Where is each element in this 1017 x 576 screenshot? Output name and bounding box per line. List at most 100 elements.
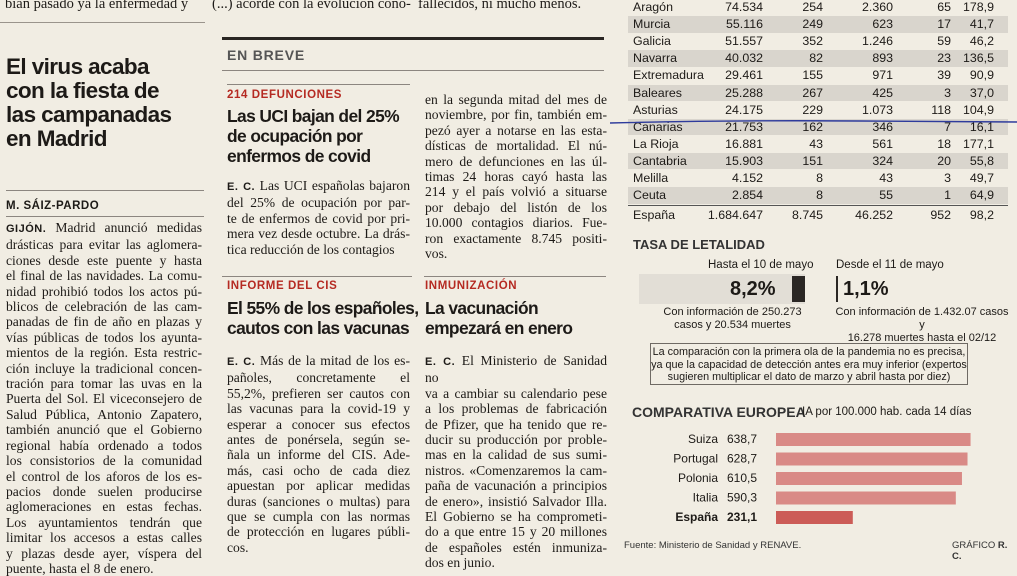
brief-headline-cis: El 55% de los españoles, cautos con las …	[227, 298, 422, 338]
table-cell: 37,0	[969, 85, 994, 100]
body-line-text: nidad prohibió todos los actos pú-	[6, 283, 202, 299]
body-line: mas en la calidad de sus sumi-	[425, 447, 607, 462]
body-line-text: los consistorios de la comunidad	[6, 453, 202, 469]
headline-line: en Madrid	[6, 126, 107, 151]
body-line: de protección en lugares públi-	[227, 524, 410, 539]
kicker-informe-cis: INFORME DEL CIS	[227, 280, 338, 292]
continuation-line-col2: (...) acorde con la evolución cono-	[212, 0, 411, 12]
table-row: España 1.684.647 8.745 46.252 952 98,2	[628, 207, 1008, 224]
table-cell: 3	[944, 171, 951, 185]
body-line-text: que se cumpla con las normas	[227, 509, 410, 525]
table-cell: 151	[802, 153, 823, 168]
body-line: panadas de fin de año en plazas y	[6, 314, 202, 329]
note-line: Con información de 250.273	[663, 306, 802, 318]
table-cell: 324	[872, 153, 893, 168]
body-line: ñala un informe del CIS. Ade-	[227, 447, 410, 462]
body-line-text: limitar los accesos a estas calles	[6, 530, 202, 546]
region-name: Canarias	[633, 119, 683, 134]
body-line-text: Las UCI españolas bajaron	[259, 178, 410, 193]
disclaimer-line: sugieren multiplicar el dato de marzo y …	[667, 371, 951, 384]
body-line: apuestan por aplicar medidas	[227, 478, 410, 493]
body-line: por debajo del listón de los	[425, 200, 607, 215]
body-line-text: mientos de la región. Esta restric-	[6, 345, 202, 361]
table-cell: 82	[809, 51, 823, 66]
body-line-text: de protección en lugares públi-	[227, 524, 410, 540]
body-line-text: panadas de fin de año en plazas y	[6, 314, 202, 330]
body-line-text: pacios donde suelen producirse	[6, 483, 202, 499]
top-divider	[0, 22, 205, 23]
body-line: tración para tomar las uvas en la	[6, 376, 202, 391]
region-name: Cantabria	[633, 153, 687, 168]
table-cell: 18	[937, 136, 951, 151]
brief-item-inmunizacion: INMUNIZACIÓN La vacunación empezará en e…	[420, 280, 610, 570]
dateline: GIJÓN.	[6, 223, 47, 235]
european-comparison-chart: Suiza 638,7 Portugal 628,7 Polonia 610,5 Itali…	[673, 432, 971, 524]
bar-value-label: 610,5	[727, 471, 757, 485]
body-line: 214 y el país volvió a situarse	[425, 184, 607, 199]
body-line: duras (sanciones o multas) para	[227, 494, 410, 509]
en-breve-divider	[222, 70, 604, 71]
body-line-text: esperar a conocer sus efectos	[227, 416, 410, 432]
region-name: Galicia	[633, 34, 671, 49]
body-line: paña de vacunación a principios	[425, 478, 607, 493]
body-line: noviembre, por fin, también em-	[425, 107, 607, 122]
body-line: de enero», insistió Salvador Illa.	[425, 494, 607, 509]
table-cell: 162	[802, 119, 823, 134]
table-cell: 51.557	[725, 34, 763, 49]
table-cell: 16,1	[969, 119, 994, 134]
graphic-credit: GRÁFICO R. C.	[952, 540, 1017, 562]
bar-value-label: 590,3	[727, 491, 757, 505]
body-line: El Gobierno se ha comprometi-	[425, 509, 607, 524]
main-article-body: GIJÓN. Madrid anunció medidas drásticas p…	[6, 220, 202, 576]
body-line: a los problemas de fabricación	[425, 401, 607, 416]
body-line: el control de los aforos de los es-	[6, 469, 202, 484]
bar	[776, 472, 962, 485]
body-line: blicos de celebración de las cam-	[6, 299, 202, 314]
lethality-disclaimer: La comparación con la primera ola de la …	[650, 343, 968, 385]
brief-headline-inmunizacion: La vacunación empezará en enero	[425, 298, 610, 338]
body-line: más, casi ocho de cada diez	[227, 463, 410, 478]
body-line-text: drásticas para evitar las aglomera-	[6, 237, 202, 253]
table-cell: 49,7	[969, 171, 994, 185]
table-row: Ceuta 2.854 8 55 1 64,9	[628, 187, 1008, 204]
body-line-text: paña de vacunación a principios	[425, 478, 607, 494]
table-cell: 155	[802, 68, 823, 83]
body-line-text: mera vez desde octubre. La drás-	[227, 226, 410, 242]
byline: M. SÁIZ-PARDO	[6, 200, 100, 212]
body-line: E. C. El Ministerio de Sanidad no	[425, 353, 607, 386]
kicker-rule	[222, 276, 412, 277]
body-line: en la segunda mitad del mes de	[425, 92, 607, 107]
body-line: 55,2%, prefieren ser cautos con	[227, 386, 410, 401]
table-cell: 55.116	[726, 17, 763, 32]
lethality-right-note: Con información de 1.432.07 casos y 16.2…	[832, 306, 1012, 345]
bar-value-label: 231,1	[727, 510, 757, 524]
bar-category-label: Italia	[693, 491, 719, 505]
lethality-left-label: Hasta el 10 de mayo	[708, 259, 814, 271]
table-cell: 346	[872, 119, 893, 134]
body-line-text: el final de las navidades. La comu-	[6, 268, 202, 284]
body-line-text: vías públicas de todos los ayunta-	[6, 329, 202, 345]
region-name: Navarra	[633, 51, 678, 66]
body-line: mero de defunciones en las úl-	[425, 154, 607, 169]
table-cell: 3	[944, 85, 951, 100]
region-name: Melilla	[633, 171, 669, 185]
bar	[776, 491, 956, 505]
table-cell: 229	[802, 102, 823, 117]
table-cell: 39	[937, 68, 951, 83]
table-cell: 46.252	[855, 208, 893, 223]
regions-table: Aragón 74.534 254 2.360 65 178,9 Murcia 55.116 2…	[628, 0, 1008, 225]
body-line-text: vos.	[425, 246, 448, 262]
body-line: E. C. Más de la mitad de los es-	[227, 353, 410, 370]
headline-line: El virus acaba	[6, 54, 150, 79]
headline-line: Las UCI bajan del 25%	[227, 106, 400, 126]
pen-underline	[609, 113, 1017, 124]
table-cell: 893	[872, 51, 893, 66]
bar	[776, 452, 968, 466]
table-cell: 24.175	[725, 102, 763, 117]
body-line: de españoles estén inmuniza-	[425, 540, 607, 555]
body-line-text: timas 24 horas cayó hasta las	[425, 169, 607, 185]
table-row: Asturias 24.175 229 1.073 118 104,9	[628, 102, 1008, 119]
body-line-text: y plazas desde ayer, víspera del	[6, 545, 202, 561]
brief-item-cis: INFORME DEL CIS El 55% de los españoles,…	[222, 280, 419, 557]
body-line-text: las vacunas para la covid-19 y	[227, 401, 410, 417]
